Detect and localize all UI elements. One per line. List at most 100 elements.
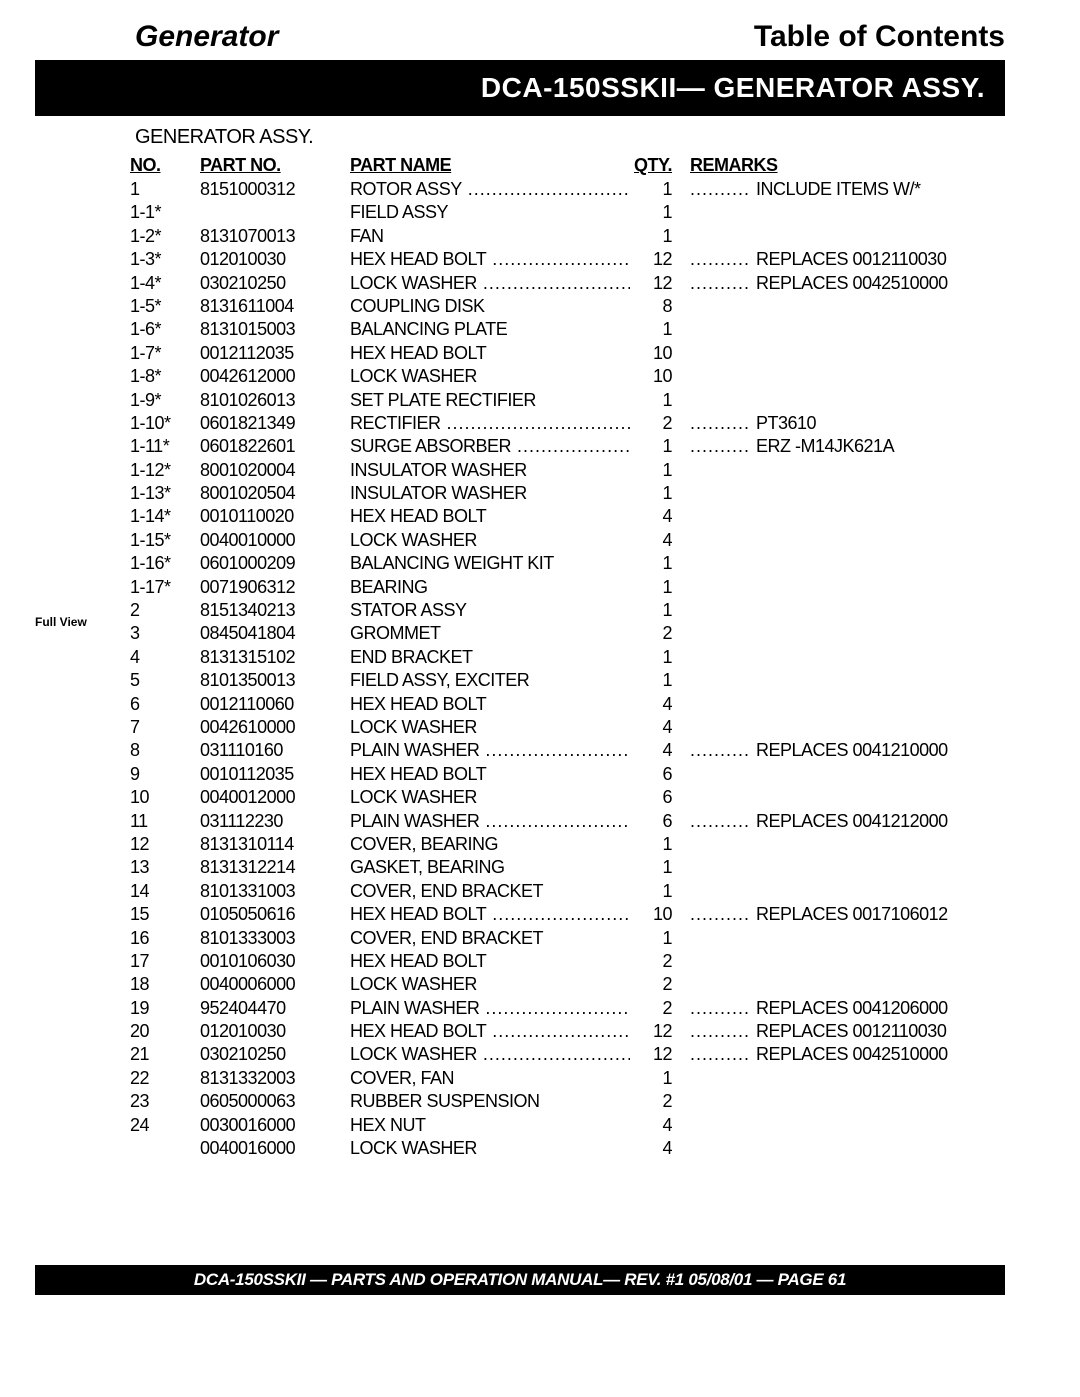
cell-partno: 0105050616 bbox=[200, 903, 350, 926]
col-no: NO. bbox=[130, 155, 200, 176]
cell-no: 1-12* bbox=[130, 459, 200, 482]
cell-qty: 2 bbox=[630, 973, 690, 996]
table-row: 1-1*FIELD ASSY1 bbox=[130, 201, 1005, 224]
cell-partname: END BRACKET bbox=[350, 646, 630, 669]
cell-partname: BEARING bbox=[350, 576, 630, 599]
cell-partname: COVER, END BRACKET bbox=[350, 927, 630, 950]
cell-remarks bbox=[690, 201, 1005, 224]
cell-partname: PLAIN WASHER bbox=[350, 810, 630, 833]
cell-partname: HEX NUT bbox=[350, 1114, 630, 1137]
cell-partname: LOCK WASHER bbox=[350, 529, 630, 552]
cell-partno: 0042610000 bbox=[200, 716, 350, 739]
cell-partname: LOCK WASHER bbox=[350, 365, 630, 388]
cell-partno: 0601821349 bbox=[200, 412, 350, 435]
cell-partno: 0030016000 bbox=[200, 1114, 350, 1137]
cell-qty: 6 bbox=[630, 763, 690, 786]
cell-partname: LOCK WASHER bbox=[350, 1137, 630, 1160]
cell-qty: 12 bbox=[630, 272, 690, 295]
cell-remarks bbox=[690, 786, 1005, 809]
subtitle: GENERATOR ASSY. bbox=[135, 126, 1005, 149]
cell-qty: 1 bbox=[630, 552, 690, 575]
cell-no: 2 bbox=[130, 599, 200, 622]
cell-qty: 4 bbox=[630, 529, 690, 552]
cell-no: 1-2* bbox=[130, 225, 200, 248]
cell-partname: PLAIN WASHER bbox=[350, 739, 630, 762]
cell-partno bbox=[200, 201, 350, 224]
cell-qty: 1 bbox=[630, 482, 690, 505]
cell-remarks bbox=[690, 389, 1005, 412]
table-row: 1-3*012010030HEX HEAD BOLT12REPLACES 001… bbox=[130, 248, 1005, 271]
header-right: Table of Contents bbox=[754, 20, 1005, 54]
cell-no: 6 bbox=[130, 693, 200, 716]
cell-remarks bbox=[690, 693, 1005, 716]
table-row: 148101331003COVER, END BRACKET1 bbox=[130, 880, 1005, 903]
cell-remarks bbox=[690, 505, 1005, 528]
cell-partname: INSULATOR WASHER bbox=[350, 459, 630, 482]
cell-partname: INSULATOR WASHER bbox=[350, 482, 630, 505]
cell-partname: COVER, FAN bbox=[350, 1067, 630, 1090]
cell-qty: 1 bbox=[630, 178, 690, 201]
table-row: 100040012000LOCK WASHER6 bbox=[130, 786, 1005, 809]
table-row: 1-6*8131015003BALANCING PLATE1 bbox=[130, 318, 1005, 341]
cell-remarks bbox=[690, 529, 1005, 552]
cell-no: 1 bbox=[130, 178, 200, 201]
cell-remarks bbox=[690, 927, 1005, 950]
cell-remarks bbox=[690, 716, 1005, 739]
table-row: 48131315102END BRACKET1 bbox=[130, 646, 1005, 669]
table-row: 1-15*0040010000LOCK WASHER4 bbox=[130, 529, 1005, 552]
cell-partno: 8131332003 bbox=[200, 1067, 350, 1090]
cell-qty: 8 bbox=[630, 295, 690, 318]
cell-no: 8 bbox=[130, 739, 200, 762]
cell-qty: 1 bbox=[630, 599, 690, 622]
cell-qty: 12 bbox=[630, 248, 690, 271]
cell-no: 24 bbox=[130, 1114, 200, 1137]
cell-partno: 0601000209 bbox=[200, 552, 350, 575]
cell-partname: BALANCING WEIGHT KIT bbox=[350, 552, 630, 575]
table-row: 228131332003COVER, FAN1 bbox=[130, 1067, 1005, 1090]
cell-no: 1-5* bbox=[130, 295, 200, 318]
cell-qty: 1 bbox=[630, 927, 690, 950]
cell-qty: 12 bbox=[630, 1020, 690, 1043]
cell-partname: BALANCING PLATE bbox=[350, 318, 630, 341]
cell-partno: 8131070013 bbox=[200, 225, 350, 248]
table-row: 1-10*0601821349RECTIFIER2PT3610 bbox=[130, 412, 1005, 435]
cell-remarks bbox=[690, 950, 1005, 973]
cell-no: 18 bbox=[130, 973, 200, 996]
cell-no: 1-16* bbox=[130, 552, 200, 575]
cell-remarks bbox=[690, 833, 1005, 856]
cell-qty: 1 bbox=[630, 856, 690, 879]
table-row: 1-12*8001020004INSULATOR WASHER1 bbox=[130, 459, 1005, 482]
cell-no: 21 bbox=[130, 1043, 200, 1066]
cell-remarks bbox=[690, 342, 1005, 365]
cell-no: 9 bbox=[130, 763, 200, 786]
cell-partno: 8151340213 bbox=[200, 599, 350, 622]
cell-remarks bbox=[690, 459, 1005, 482]
cell-partname: HEX HEAD BOLT bbox=[350, 903, 630, 926]
cell-remarks bbox=[690, 552, 1005, 575]
cell-no: 1-17* bbox=[130, 576, 200, 599]
cell-partname: HEX HEAD BOLT bbox=[350, 248, 630, 271]
cell-qty: 1 bbox=[630, 201, 690, 224]
cell-no: 1-7* bbox=[130, 342, 200, 365]
cell-no: 1-6* bbox=[130, 318, 200, 341]
cell-qty: 1 bbox=[630, 435, 690, 458]
cell-no: 4 bbox=[130, 646, 200, 669]
cell-qty: 1 bbox=[630, 225, 690, 248]
cell-partname: RUBBER SUSPENSION bbox=[350, 1090, 630, 1113]
cell-no: 5 bbox=[130, 669, 200, 692]
cell-qty: 2 bbox=[630, 950, 690, 973]
cell-qty: 1 bbox=[630, 459, 690, 482]
cell-partno: 8101333003 bbox=[200, 927, 350, 950]
cell-partname: PLAIN WASHER bbox=[350, 997, 630, 1020]
col-partno: PART NO. bbox=[200, 155, 350, 176]
cell-partname: SURGE ABSORBER bbox=[350, 435, 630, 458]
cell-partname: COVER, BEARING bbox=[350, 833, 630, 856]
cell-partname: LOCK WASHER bbox=[350, 716, 630, 739]
col-qty: QTY. bbox=[630, 155, 690, 176]
cell-remarks bbox=[690, 599, 1005, 622]
cell-no: 1-1* bbox=[130, 201, 200, 224]
cell-partno: 031112230 bbox=[200, 810, 350, 833]
cell-remarks bbox=[690, 365, 1005, 388]
cell-qty: 12 bbox=[630, 1043, 690, 1066]
cell-partno: 031110160 bbox=[200, 739, 350, 762]
